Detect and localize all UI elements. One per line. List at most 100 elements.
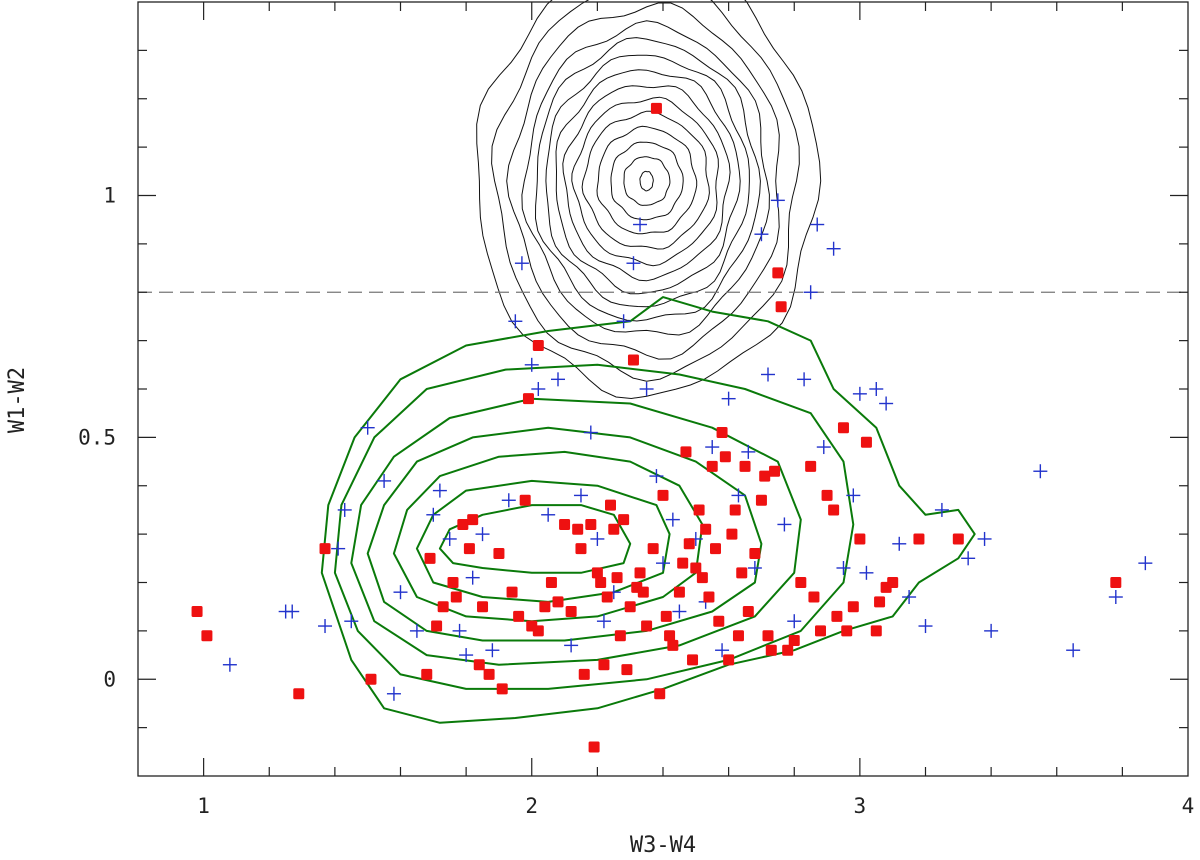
red-square-point xyxy=(493,547,505,559)
red-square-point xyxy=(723,654,735,666)
red-square-point xyxy=(601,591,613,603)
red-square-point xyxy=(424,552,436,564)
red-square-point xyxy=(693,504,705,516)
blue-plus-point xyxy=(386,686,401,701)
blue-plus-point xyxy=(318,619,333,634)
red-square-point xyxy=(782,644,794,656)
blue-plus-point xyxy=(639,382,654,396)
y-tick-label: 1 xyxy=(103,184,116,208)
blue-plus-point xyxy=(360,420,375,435)
red-square-point xyxy=(680,446,692,458)
red-square-point xyxy=(627,354,639,366)
blue-plus-point xyxy=(541,507,556,522)
red-square-point xyxy=(755,494,767,506)
red-square-point xyxy=(447,577,459,588)
red-square-point xyxy=(637,586,649,598)
blue-plus-point xyxy=(485,643,500,658)
y-axis-label: W1-W2 xyxy=(5,367,30,433)
blue-plus-point xyxy=(961,551,976,566)
red-square-point xyxy=(201,630,213,642)
blue-plus-point xyxy=(432,483,447,498)
red-square-point xyxy=(828,504,840,516)
blue-plus-point xyxy=(665,512,680,527)
blue-plus-point xyxy=(977,531,992,546)
red-square-point xyxy=(677,557,689,569)
red-square-point xyxy=(775,301,787,313)
blue-plus-point xyxy=(331,541,346,556)
y-tick-label: 0.5 xyxy=(78,425,116,449)
red-square-point xyxy=(667,639,679,651)
red-square-point xyxy=(732,630,744,642)
blue-plus-point xyxy=(222,657,237,672)
x-axis-label: W3-W4 xyxy=(630,833,696,858)
red-square-point xyxy=(552,596,564,608)
red-square-point xyxy=(614,630,626,642)
blue-plus-point xyxy=(816,440,831,455)
y-tick-label: 0 xyxy=(103,667,116,691)
red-square-point xyxy=(805,460,817,472)
red-square-point xyxy=(696,572,708,584)
red-square-point xyxy=(532,625,544,637)
blue-plus-point xyxy=(426,507,441,522)
red-square-point xyxy=(618,514,630,526)
blue-plus-point xyxy=(596,614,611,629)
black-contour-line xyxy=(596,125,698,235)
blue-plus-point xyxy=(984,623,999,638)
blue-plus-point xyxy=(475,527,490,542)
blue-plus-point xyxy=(721,391,736,406)
blue-plus-point xyxy=(633,217,648,232)
blue-plus-point xyxy=(531,382,546,396)
red-square-point xyxy=(815,625,826,637)
red-square-point xyxy=(854,533,866,545)
blue-plus-point xyxy=(879,396,894,411)
scatter-points-group xyxy=(191,102,1153,753)
red-square-point xyxy=(913,533,925,545)
red-square-point xyxy=(808,591,820,603)
red-square-point xyxy=(739,460,751,472)
red-square-point xyxy=(769,465,781,477)
blue-plus-point xyxy=(803,285,818,300)
blue-plus-point xyxy=(442,531,457,546)
red-square-point xyxy=(293,688,305,700)
red-square-point xyxy=(473,659,485,671)
blue-plus-point xyxy=(715,643,730,658)
red-square-point xyxy=(450,591,462,603)
blue-plus-point xyxy=(797,372,812,387)
red-square-point xyxy=(765,644,777,656)
red-square-point xyxy=(650,102,662,114)
red-square-point xyxy=(716,427,728,439)
blue-plus-point xyxy=(452,623,467,638)
black-contour-line xyxy=(555,69,741,295)
green-contour-line xyxy=(415,479,671,603)
blue-plus-point xyxy=(852,386,867,401)
blue-plus-point xyxy=(836,560,851,575)
red-square-point xyxy=(788,635,800,647)
blue-plus-point xyxy=(747,560,762,575)
red-square-point xyxy=(687,654,699,666)
red-square-point xyxy=(726,528,738,540)
red-square-point xyxy=(683,538,695,550)
blue-plus-point xyxy=(337,502,352,517)
red-square-point xyxy=(506,586,518,598)
black-contour-line xyxy=(562,85,731,282)
red-square-point xyxy=(421,668,433,680)
blue-plus-point xyxy=(393,585,408,600)
red-square-point xyxy=(700,523,712,535)
red-square-point xyxy=(585,518,597,530)
red-square-point xyxy=(463,543,475,555)
blue-plus-point xyxy=(573,488,588,503)
x-tick-label: 4 xyxy=(1182,794,1195,818)
blue-plus-point xyxy=(787,614,802,629)
blue-plus-point xyxy=(459,648,474,663)
red-square-point xyxy=(611,572,623,584)
red-square-point xyxy=(736,567,748,579)
red-square-point xyxy=(795,577,807,588)
black-contour-line xyxy=(610,141,684,221)
blue-plus-point xyxy=(564,638,579,653)
blue-plus-point xyxy=(859,565,874,580)
black-contour-line xyxy=(623,156,671,206)
blue-plus-point xyxy=(777,517,792,532)
black-contour-line xyxy=(639,170,654,192)
